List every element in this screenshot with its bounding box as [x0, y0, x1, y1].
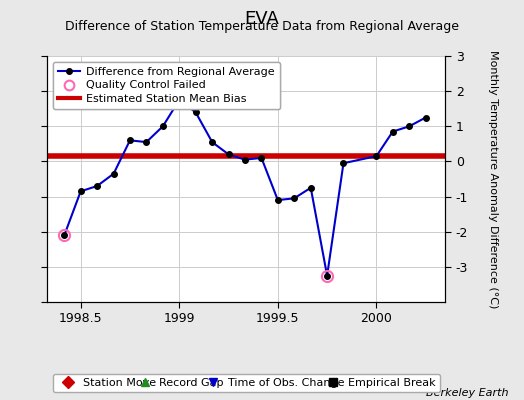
Legend: Difference from Regional Average, Quality Control Failed, Estimated Station Mean: Difference from Regional Average, Qualit… — [53, 62, 280, 109]
Legend: Station Move, Record Gap, Time of Obs. Change, Empirical Break: Station Move, Record Gap, Time of Obs. C… — [53, 374, 440, 392]
Text: Berkeley Earth: Berkeley Earth — [426, 388, 508, 398]
Text: EVA: EVA — [245, 10, 279, 28]
Y-axis label: Monthly Temperature Anomaly Difference (°C): Monthly Temperature Anomaly Difference (… — [488, 50, 498, 308]
Text: Difference of Station Temperature Data from Regional Average: Difference of Station Temperature Data f… — [65, 20, 459, 33]
